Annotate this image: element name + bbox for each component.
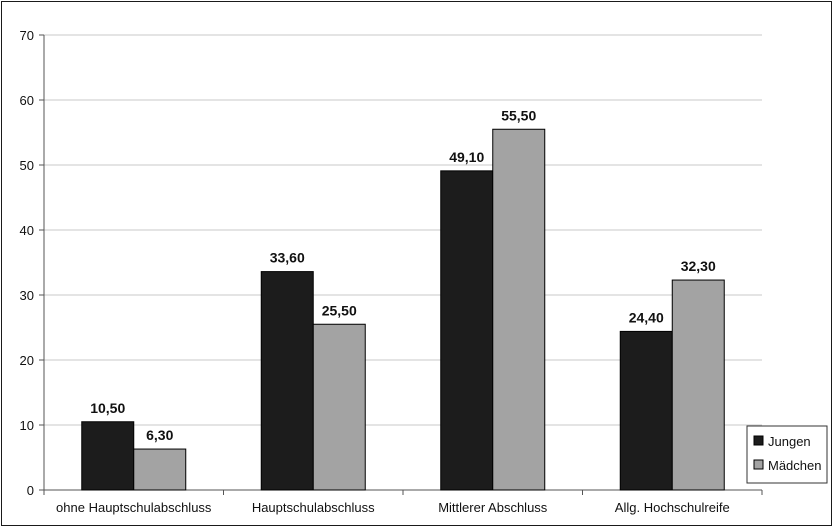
bar-jungen — [81, 421, 135, 491]
y-tick-label: 70 — [20, 28, 34, 43]
bar-jungen — [260, 271, 314, 491]
data-label: 6,30 — [146, 427, 173, 443]
legend-label: Jungen — [768, 434, 811, 449]
category-label: Mittlerer Abschluss — [438, 500, 548, 515]
data-label: 32,30 — [681, 258, 716, 274]
y-tick-label: 30 — [20, 288, 34, 303]
legend: Jungen Mädchen — [746, 425, 828, 484]
data-label: 49,10 — [449, 149, 484, 165]
data-label: 10,50 — [90, 400, 125, 416]
data-label: 55,50 — [501, 107, 536, 123]
bar-mädchen — [312, 323, 366, 491]
y-tick-label: 20 — [20, 353, 34, 368]
bar-mädchen — [671, 279, 725, 491]
y-tick-label: 60 — [20, 93, 34, 108]
y-tick-label: 10 — [20, 418, 34, 433]
category-label: Allg. Hochschulreife — [615, 500, 730, 515]
data-label: 33,60 — [270, 250, 305, 266]
bar-jungen — [619, 330, 673, 491]
legend-swatch — [753, 459, 764, 470]
legend-swatch — [753, 435, 764, 446]
y-tick-label: 50 — [20, 158, 34, 173]
bar-mädchen — [492, 128, 546, 491]
data-label: 24,40 — [629, 309, 664, 325]
y-tick-label: 40 — [20, 223, 34, 238]
data-label: 25,50 — [322, 302, 357, 318]
bar-mädchen — [133, 448, 187, 491]
category-label: ohne Hauptschulabschluss — [56, 500, 212, 515]
y-tick-label: 0 — [27, 483, 34, 498]
legend-label: Mädchen — [768, 458, 821, 473]
bar-jungen — [440, 170, 494, 491]
x-axis-labels: ohne Hauptschulabschluss Hauptschulabschl… — [56, 500, 730, 515]
category-label: Hauptschulabschluss — [252, 500, 375, 515]
bars — [81, 128, 725, 491]
data-labels: 10,50 6,30 33,60 25,50 49,10 55,50 24,40 32,30 — [90, 107, 716, 443]
